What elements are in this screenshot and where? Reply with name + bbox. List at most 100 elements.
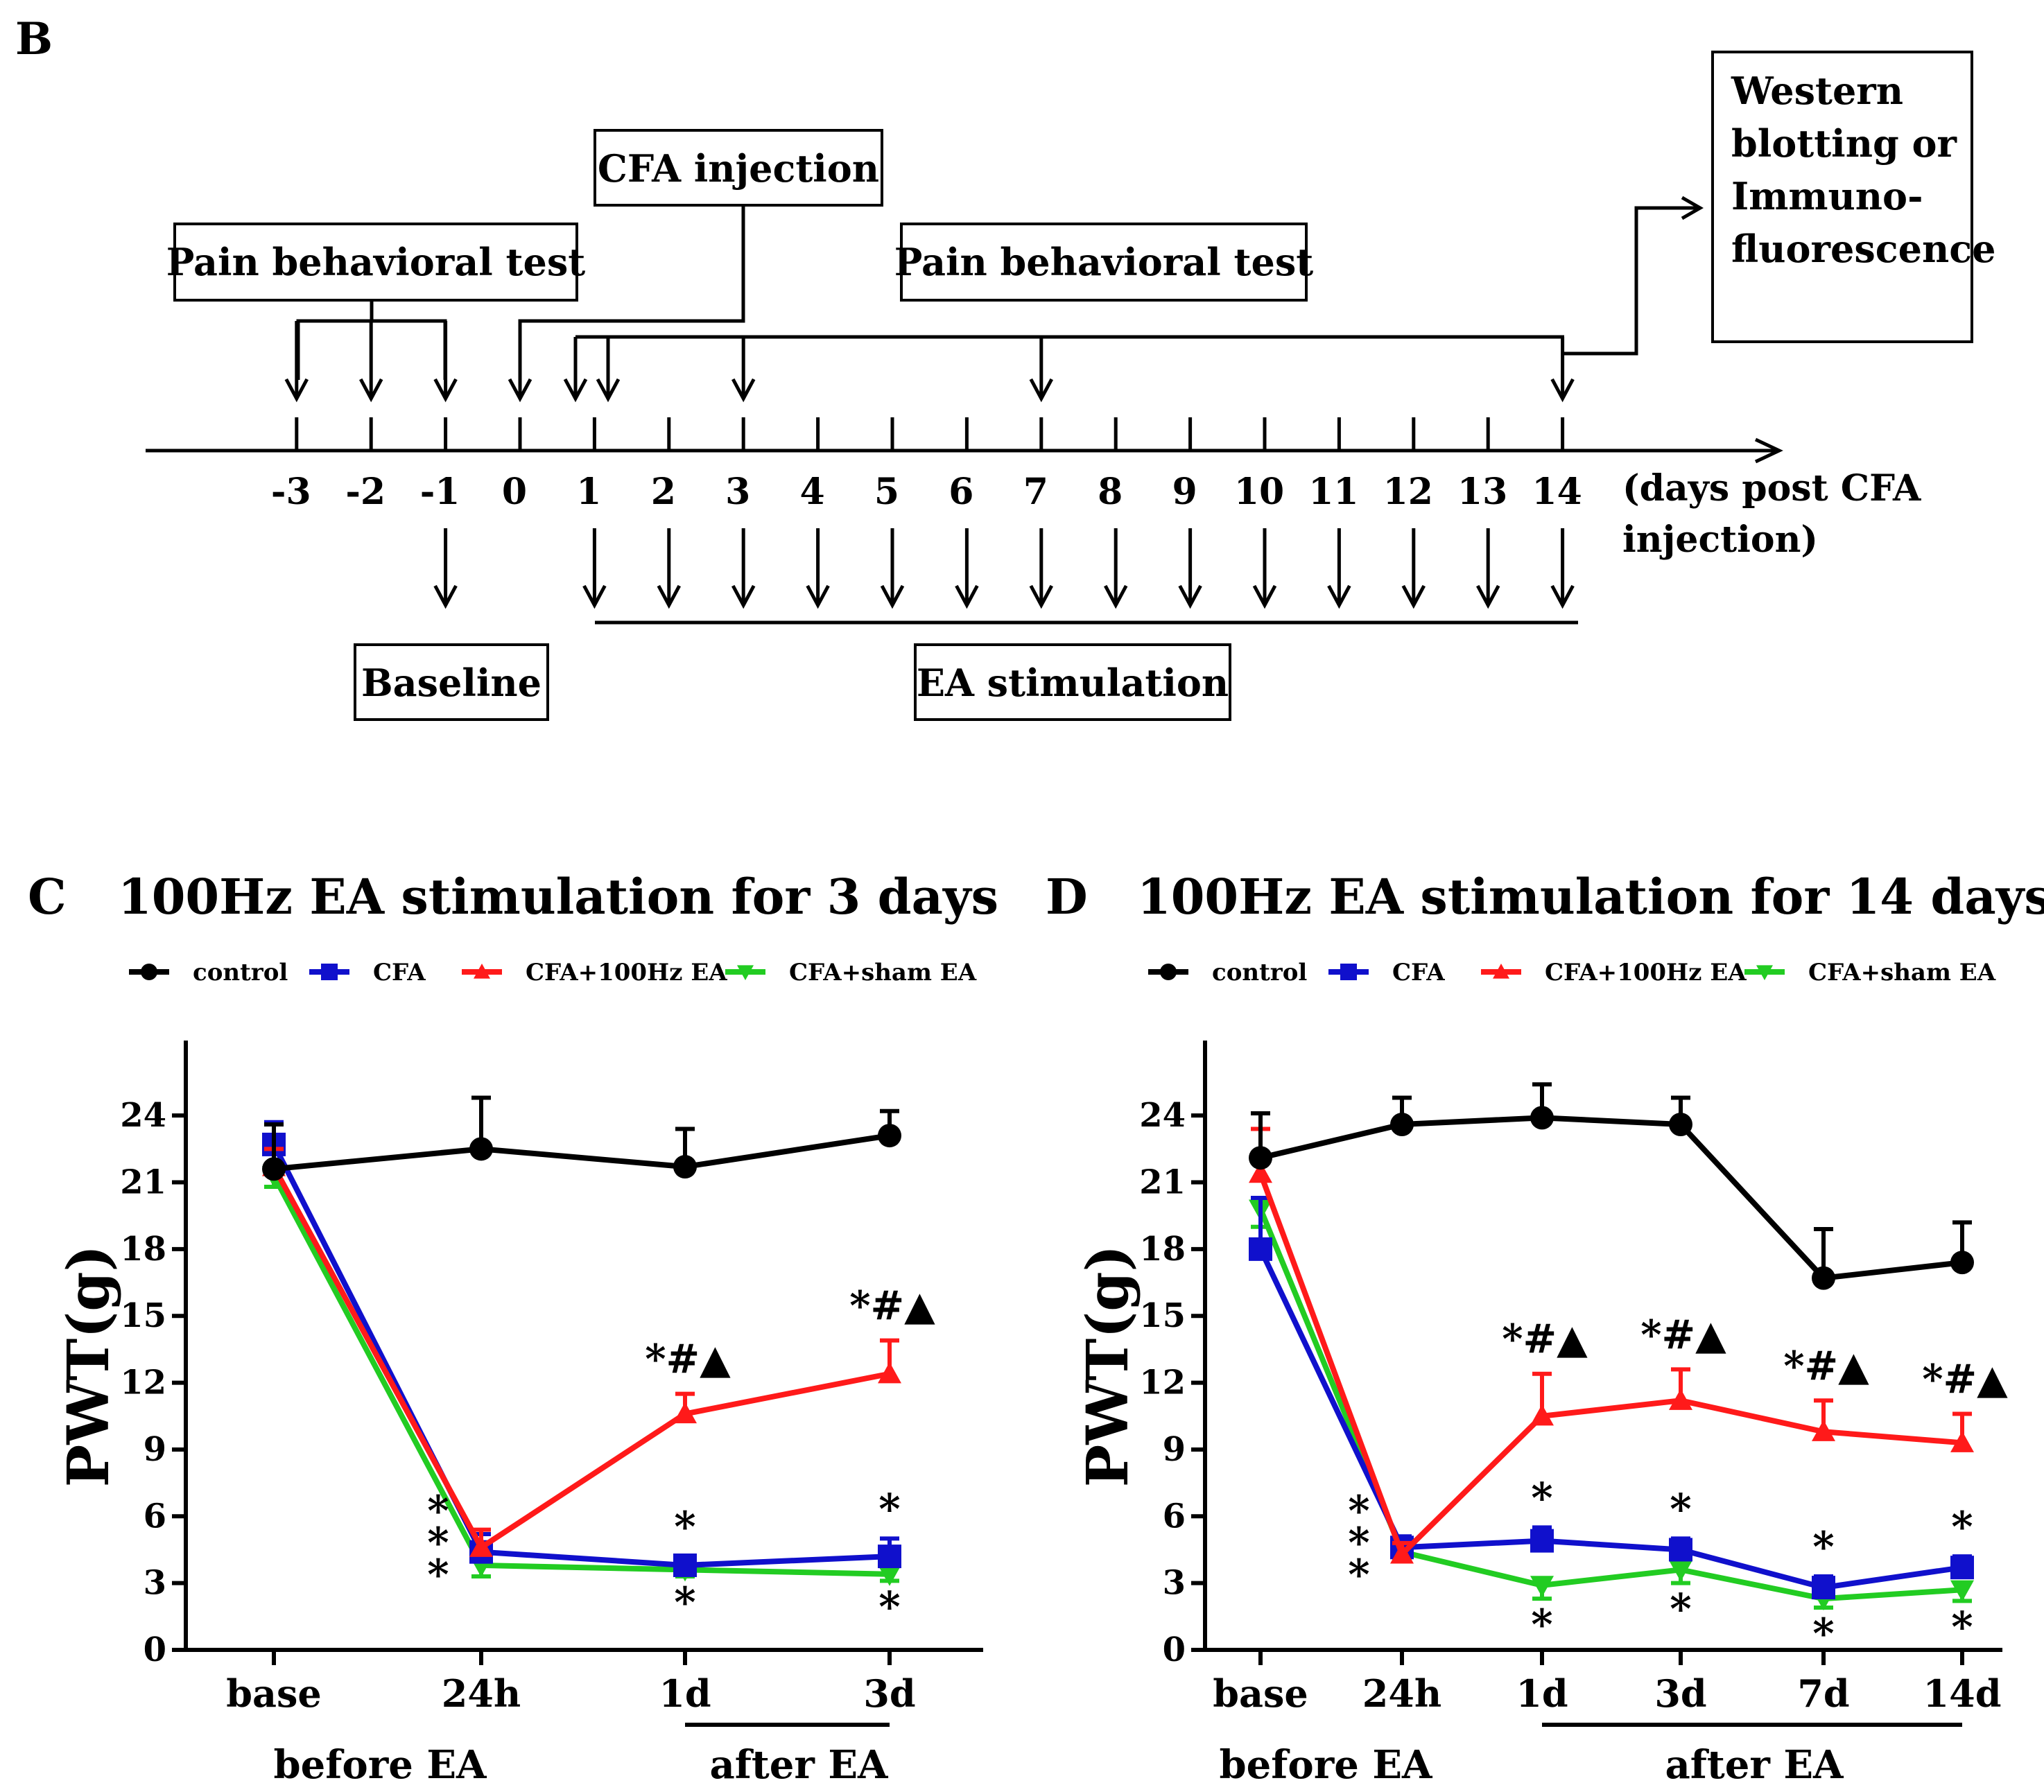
baseline-box: Baseline bbox=[354, 643, 549, 721]
y-tick-label: 18 bbox=[120, 1230, 166, 1269]
x-tick-label: 1d bbox=[1516, 1671, 1568, 1716]
legend-marker bbox=[321, 964, 338, 980]
timeline-tick-label: -2 bbox=[345, 471, 386, 513]
cfa-injection-box: CFA injection bbox=[594, 129, 883, 207]
legend-label: CFA bbox=[1392, 959, 1445, 986]
data-point bbox=[1669, 1389, 1692, 1410]
x-tick-label: base bbox=[226, 1671, 322, 1716]
y-tick-label: 6 bbox=[144, 1497, 166, 1536]
data-point bbox=[1812, 1266, 1835, 1290]
timeline-arrowhead bbox=[1754, 437, 1783, 464]
y-tick-label: 3 bbox=[144, 1564, 166, 1603]
data-point bbox=[1950, 1431, 1974, 1452]
significance-label: * bbox=[427, 1551, 449, 1599]
significance-label: * bbox=[1670, 1585, 1691, 1634]
significance-label: * bbox=[1951, 1603, 1973, 1651]
significance-label: * bbox=[878, 1583, 900, 1631]
panel-label-b: B bbox=[15, 13, 53, 65]
significance-label: * bbox=[427, 1487, 449, 1536]
western-line-4: fluorescence bbox=[1731, 227, 1995, 271]
data-point bbox=[1249, 1237, 1272, 1261]
pain-test-box-2: Pain behavioral test bbox=[894, 223, 1313, 302]
legend-label: control bbox=[193, 959, 288, 986]
data-point bbox=[1669, 1538, 1692, 1562]
significance-label: * bbox=[1348, 1487, 1369, 1536]
significance-label: * bbox=[427, 1519, 449, 1567]
legend-marker bbox=[474, 964, 490, 979]
data-point bbox=[469, 1536, 493, 1557]
legend-marker bbox=[1160, 964, 1177, 980]
data-point bbox=[1812, 1420, 1835, 1441]
timeline-marks: -3 -2 -1 0 1 2 3 4 5 6 7 8 9 10 11 12 13 14 bbox=[271, 321, 1582, 609]
pain-test-arrow-head bbox=[358, 378, 383, 403]
western-connector bbox=[1564, 206, 1699, 356]
significance-label: * bbox=[674, 1503, 695, 1551]
x-tick-label: 24h bbox=[442, 1671, 521, 1716]
y-tick-label: 15 bbox=[1139, 1296, 1186, 1335]
chart-d-title: 100Hz EA stimulation for 14 days bbox=[1137, 868, 2044, 925]
y-tick-label: 18 bbox=[1139, 1230, 1186, 1269]
timeline-tick-label: 1 bbox=[576, 471, 601, 513]
data-point bbox=[1530, 1106, 1554, 1130]
western-arrowhead bbox=[1681, 195, 1704, 220]
significance-label: * bbox=[878, 1485, 900, 1533]
data-point bbox=[1812, 1576, 1835, 1600]
y-axis-label: PWT(g) bbox=[1075, 1245, 1141, 1488]
data-point bbox=[1950, 1251, 1974, 1275]
data-point bbox=[673, 1402, 697, 1424]
legend-label: control bbox=[1212, 959, 1307, 986]
y-tick-label: 0 bbox=[1163, 1630, 1186, 1669]
significance-label: * bbox=[1670, 1485, 1691, 1533]
ea-arrow-head bbox=[1401, 584, 1426, 609]
timeline-tick-label: 14 bbox=[1532, 471, 1582, 513]
data-point bbox=[878, 1362, 901, 1384]
y-tick-label: 24 bbox=[1139, 1096, 1186, 1135]
cfa-injection-arrow-head bbox=[508, 378, 532, 403]
significance-label: * bbox=[674, 1578, 695, 1627]
significance-label: * bbox=[1812, 1610, 1834, 1658]
pain-test-arrow-head bbox=[1550, 378, 1575, 403]
cfa-injection-label: CFA injection bbox=[598, 146, 879, 191]
timeline-axis-label-2: injection) bbox=[1622, 519, 1818, 561]
y-tick-label: 9 bbox=[144, 1430, 166, 1469]
significance-label: * bbox=[1531, 1601, 1552, 1649]
pain-test-arrow-head bbox=[596, 378, 621, 403]
x-tick-label: 24h bbox=[1362, 1671, 1441, 1716]
chart-c-title: 100Hz EA stimulation for 3 days bbox=[118, 868, 998, 925]
y-tick-label: 15 bbox=[120, 1296, 166, 1335]
data-point bbox=[673, 1553, 697, 1577]
legend-marker bbox=[141, 964, 157, 980]
ea-arrow-head bbox=[1103, 584, 1128, 609]
y-tick-label: 6 bbox=[1163, 1497, 1186, 1536]
data-point bbox=[1249, 1161, 1272, 1183]
ea-arrow-head bbox=[1178, 584, 1202, 609]
western-line-3: Immuno- bbox=[1731, 174, 1923, 218]
pain-test-box-1-label: Pain behavioral test bbox=[166, 240, 585, 284]
data-point bbox=[469, 1137, 493, 1161]
ea-stimulation-box: EA stimulation bbox=[914, 643, 1231, 721]
legend-marker bbox=[1340, 964, 1357, 980]
significance-label: * bbox=[1812, 1523, 1834, 1572]
ea-arrow-head bbox=[955, 584, 979, 609]
series-line bbox=[1260, 1115, 1963, 1281]
significance-label: *#▲ bbox=[1783, 1342, 1869, 1389]
y-tick-label: 24 bbox=[120, 1096, 166, 1135]
timeline-tick-label: 6 bbox=[949, 471, 973, 513]
ea-arrow-head bbox=[806, 584, 830, 609]
legend-marker bbox=[737, 965, 754, 980]
series-line bbox=[271, 1165, 890, 1551]
significance-label: *#▲ bbox=[1922, 1356, 2008, 1403]
pain-test-arrow-head bbox=[563, 378, 588, 403]
pain-test-arrow-head bbox=[284, 378, 309, 403]
timeline-tick-label: 2 bbox=[651, 471, 676, 513]
timeline-tick-label: 0 bbox=[502, 471, 527, 513]
data-point bbox=[1530, 1404, 1554, 1426]
baseline-label: Baseline bbox=[361, 661, 542, 705]
pain-test-arrow-head bbox=[433, 378, 458, 403]
data-point bbox=[1950, 1556, 1974, 1580]
x-tick-label: base bbox=[1213, 1671, 1308, 1716]
timeline-tick-label: 12 bbox=[1383, 471, 1433, 513]
legend-label: CFA+100Hz EA bbox=[1545, 959, 1747, 986]
y-tick-label: 3 bbox=[1163, 1564, 1186, 1603]
